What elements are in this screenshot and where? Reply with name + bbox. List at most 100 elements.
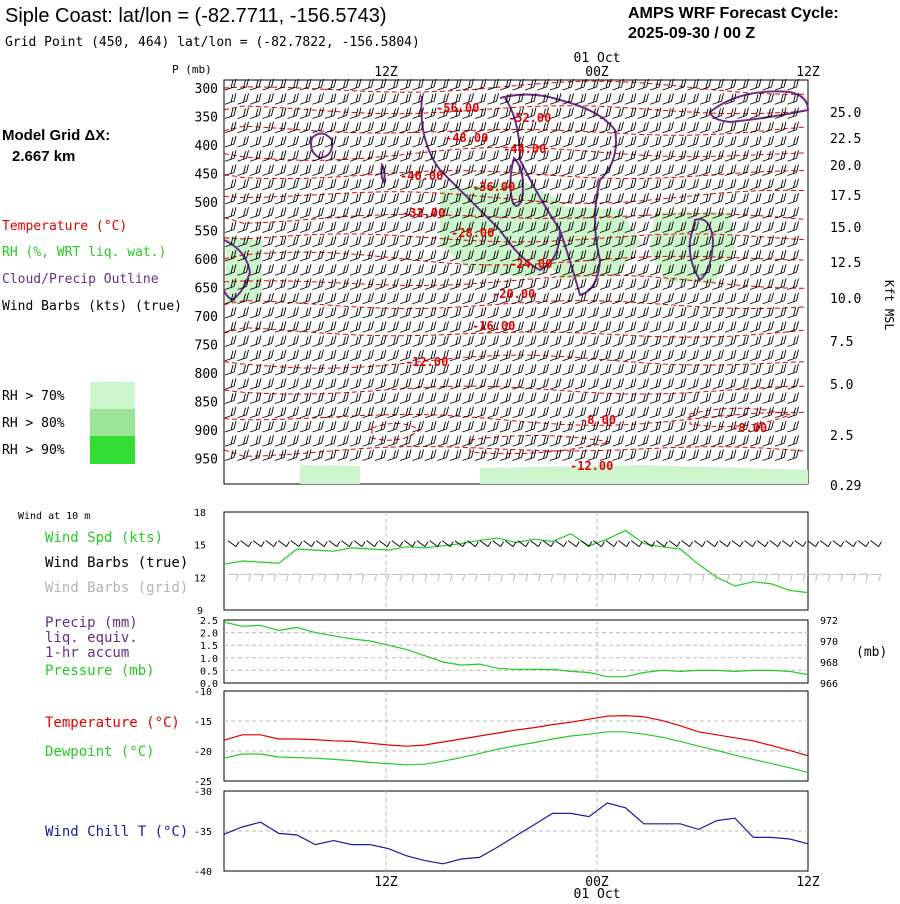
wind-barb-feather	[593, 108, 596, 117]
wind-barb-staff	[662, 157, 672, 162]
wind-barb	[399, 207, 412, 219]
wind-barb-feather	[721, 207, 724, 216]
wind-barb	[349, 221, 362, 233]
wind-barb-staff	[262, 229, 272, 233]
wind-barb-feather	[293, 208, 296, 217]
wind-barb-feather	[446, 78, 449, 88]
wind-barb-staff	[299, 157, 310, 162]
wind-barb-feather	[468, 208, 471, 217]
wind-barb-feather	[746, 178, 749, 187]
wind-barb	[474, 78, 487, 91]
wind-barb-feather	[483, 178, 487, 187]
grid-point-info: Grid Point (450, 464) lat/lon = (-82.782…	[5, 35, 420, 50]
wind-barb-staff	[549, 143, 560, 148]
wind-barb-feather	[346, 178, 349, 187]
temperature-contour-8	[223, 233, 805, 243]
wind-barb	[562, 178, 574, 191]
wind-barb-feather	[446, 164, 449, 173]
wind-barb	[362, 150, 374, 162]
wind-barb-feather	[771, 107, 774, 116]
wind-barb-feather	[408, 93, 412, 102]
wind-barb-staff	[462, 115, 472, 119]
wind-barb-feather	[430, 165, 434, 174]
wind-barb	[724, 221, 737, 233]
wind-barb	[487, 178, 499, 191]
wind-barb	[774, 78, 787, 91]
cross-section-panel: -56.00-52.00-48.00-44.00-40.00-36.00-32.…	[195, 78, 896, 494]
wind-barb	[299, 178, 312, 191]
wind-barb	[687, 192, 699, 205]
wind-barb	[587, 93, 599, 105]
wind-barb-staff	[574, 86, 585, 91]
wind-barb-staff	[524, 214, 535, 219]
wind-barb	[587, 221, 599, 233]
wind-barb-feather	[593, 136, 596, 146]
wind-barb-feather	[258, 164, 262, 173]
wind-barb-feather	[693, 108, 696, 117]
wind-barb-feather	[446, 207, 449, 216]
wind-barb-feather	[596, 221, 599, 230]
wind-barb-staff	[299, 143, 310, 148]
wind-barb-staff	[649, 86, 660, 91]
wind-barb	[612, 150, 624, 162]
wind-barb-feather	[333, 192, 337, 202]
wind-barb-feather	[330, 79, 334, 89]
wind-barb-feather	[480, 179, 484, 188]
wind-barb-feather	[718, 108, 721, 117]
wind-barb-staff	[512, 129, 522, 134]
wind-barb-feather	[608, 121, 612, 130]
wind-barb-feather	[780, 94, 784, 103]
wind-barb-feather	[655, 122, 659, 131]
wind-barb	[562, 164, 574, 176]
wind-barb-feather	[280, 122, 284, 131]
wind-barb-feather	[646, 221, 649, 230]
wind-barb	[287, 121, 299, 134]
wind-barb-feather	[493, 108, 496, 117]
wind-barb-staff	[337, 86, 347, 91]
wind-barb-feather	[355, 79, 359, 89]
wind-barb-feather	[771, 78, 774, 88]
wind-barb-feather	[233, 93, 237, 102]
wind-barb-staff	[274, 186, 285, 191]
wind-barb-feather	[746, 121, 749, 130]
wind-barb-staff	[449, 172, 460, 176]
wind-barb-feather	[655, 151, 659, 160]
wind-barb-feather	[296, 78, 299, 88]
wind-barb-staff	[737, 100, 747, 105]
wind-barb-feather	[743, 136, 746, 146]
wind-barb-staff	[387, 229, 397, 233]
wind-barb	[374, 135, 387, 148]
wind-barb-staff	[687, 186, 697, 191]
wind-barb-feather	[246, 221, 249, 230]
wind-barb-staff	[374, 100, 385, 105]
wind-barb-feather	[743, 151, 746, 160]
wind-barb-feather	[746, 192, 749, 202]
wind-barb	[737, 150, 749, 162]
wind-barb-feather	[430, 208, 434, 217]
wind-barb	[749, 107, 762, 119]
wind-barb-feather	[633, 121, 637, 130]
wind-barb	[624, 107, 637, 119]
wind-barb-staff	[724, 157, 735, 162]
wind-barb-feather	[771, 192, 774, 202]
wind-barb-feather	[658, 78, 662, 88]
wind-barb-feather	[393, 79, 396, 89]
wind-barb	[499, 135, 512, 148]
wind-barb-staff	[262, 157, 272, 162]
wind-barb-feather	[280, 208, 284, 217]
wind-barb-staff	[512, 186, 522, 191]
wind-barb-feather	[555, 222, 559, 231]
wind-barb	[262, 221, 274, 233]
wind-barb-staff	[787, 143, 797, 148]
wind-barb-feather	[233, 178, 237, 187]
forecast-cycle-title: AMPS WRF Forecast Cycle:	[628, 5, 839, 22]
wind-barb-feather	[708, 78, 712, 88]
wind-barb-staff	[612, 100, 622, 105]
wind-barb-feather	[321, 207, 324, 216]
wind-barb-feather	[271, 192, 274, 202]
wind-barb-staff	[499, 214, 510, 219]
wind-barb-feather	[280, 193, 284, 203]
wind-barb	[599, 192, 612, 205]
wind-barb	[412, 192, 424, 205]
wind-barb-staff	[587, 186, 597, 191]
